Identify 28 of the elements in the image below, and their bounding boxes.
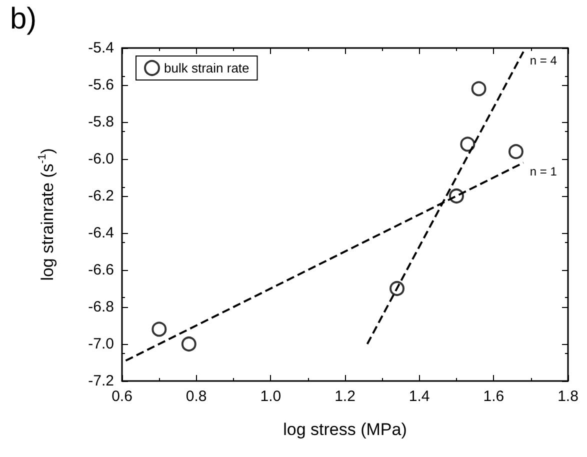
y-tick-label: -5.6	[88, 76, 114, 94]
x-axis-title: log stress (MPa)	[283, 420, 407, 439]
x-tick-label: 0.6	[112, 388, 132, 405]
x-tick-label: 1.8	[558, 388, 578, 405]
x-tick-label: 0.8	[186, 388, 207, 405]
y-tick-label: -6.2	[88, 188, 114, 204]
y-tick-label: -5.8	[88, 114, 114, 130]
annotation: n = 4	[530, 54, 558, 68]
x-tick-label: 1.0	[260, 388, 282, 405]
point	[508, 144, 524, 160]
y-tick-label: -6.8	[88, 298, 114, 316]
legend-label: bulk strain rate	[164, 60, 250, 76]
text: b)	[10, 2, 37, 36]
x-tick-label: 1.6	[483, 388, 504, 405]
point	[181, 336, 196, 352]
point	[460, 136, 476, 152]
y-tick-label: -6.6	[88, 262, 114, 278]
y-tick-label: -5.4	[88, 40, 114, 56]
x-tick-label: 1.4	[408, 388, 430, 405]
x-tick-label: 1.2	[334, 388, 356, 405]
y-tick-label: -7.2	[88, 372, 114, 390]
point	[471, 81, 486, 96]
y-tick-label: -6.4	[88, 224, 114, 242]
annotation: n = 1	[530, 164, 558, 179]
y-tick-label: -7.0	[88, 336, 114, 352]
y-axis-title: log strainrate (s-1)	[36, 148, 57, 281]
point	[152, 322, 167, 337]
y-tick-label: -6.0	[88, 150, 114, 168]
